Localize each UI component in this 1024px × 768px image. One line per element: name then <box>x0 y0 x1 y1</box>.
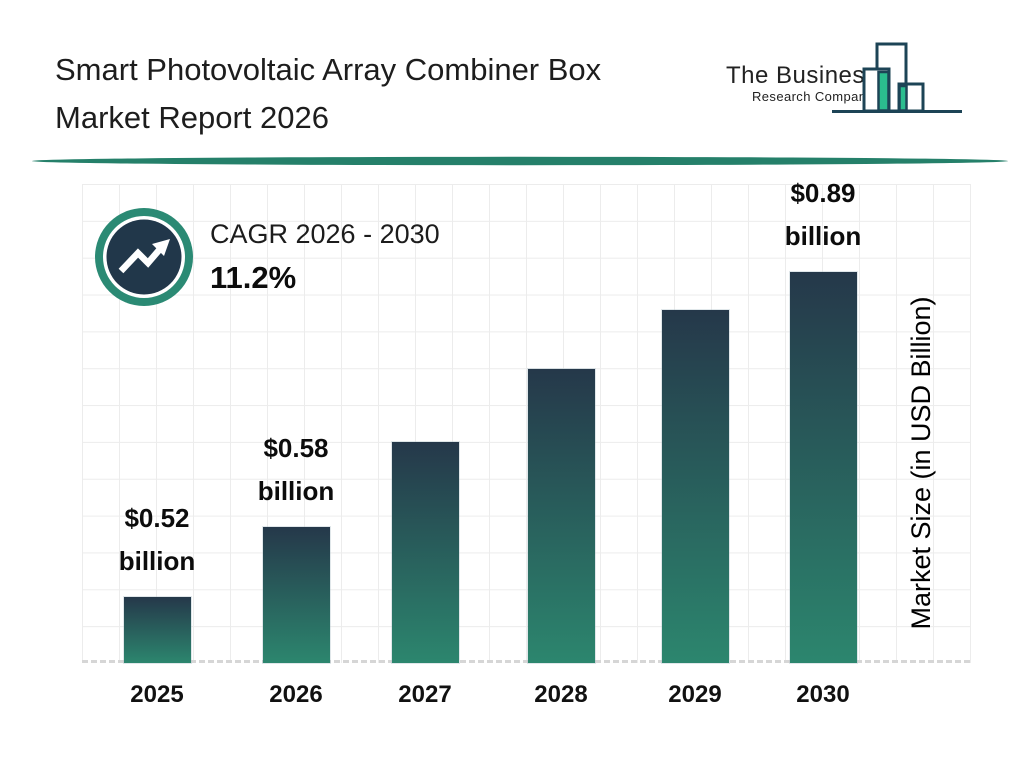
bar-value-label-2025: $0.52 billion <box>118 503 196 576</box>
page-title-line1: Smart Photovoltaic Array Combiner Box <box>55 52 602 87</box>
x-axis-label-2027: 2027 <box>398 681 452 708</box>
x-axis-label-2025: 2025 <box>130 681 184 708</box>
cagr-highlight: CAGR 2026 - 2030 11.2% <box>210 219 440 296</box>
bar-2025 <box>123 597 191 663</box>
x-axis-label-2029: 2029 <box>668 681 722 708</box>
cagr-value: 11.2% <box>210 260 297 295</box>
page-title-line2: Market Report 2026 <box>55 100 329 135</box>
trending-up-badge-icon <box>92 205 196 314</box>
page-title: Smart Photovoltaic Array Combiner Box Ma… <box>55 46 601 142</box>
divider-swoosh <box>28 155 1012 173</box>
company-logo: The Business Research Company <box>726 36 972 122</box>
bar-value-label-2026: $0.58 billion <box>257 433 335 506</box>
bar-2027 <box>391 442 459 663</box>
x-axis-label-2026: 2026 <box>269 681 323 708</box>
x-axis-label-2028: 2028 <box>534 681 588 708</box>
bar-2026 <box>262 527 330 663</box>
logo-company-subtitle: Research Company <box>752 89 874 104</box>
bar-value-label-2030: $0.89 billion <box>784 178 862 251</box>
logo-company-name: The Business <box>726 62 878 89</box>
bar-chart-skyline-icon <box>830 36 966 121</box>
cagr-label: CAGR 2026 - 2030 <box>210 219 440 249</box>
bar-2029 <box>661 310 729 663</box>
x-axis-label-2030: 2030 <box>796 681 850 708</box>
y-axis-label: Market Size (in USD Billion) <box>906 296 936 630</box>
bar-2028 <box>527 369 595 663</box>
x-axis-baseline <box>82 660 970 663</box>
bar-2030 <box>789 272 857 663</box>
